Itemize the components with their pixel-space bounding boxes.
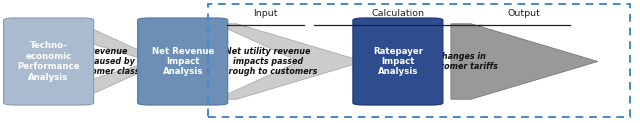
FancyBboxPatch shape [353, 18, 443, 105]
Text: Changes in
customer tariffs: Changes in customer tariffs [424, 52, 497, 71]
Polygon shape [216, 24, 364, 99]
Text: Net Revenue
Impact
Analysis: Net Revenue Impact Analysis [152, 47, 214, 76]
Text: Utility revenue
erosion caused by
each customer class: Utility revenue erosion caused by each c… [49, 47, 140, 76]
FancyBboxPatch shape [138, 18, 228, 105]
Polygon shape [451, 24, 598, 99]
Bar [208, 4, 630, 117]
Text: Calculation: Calculation [371, 9, 424, 18]
Text: Output: Output [508, 9, 541, 18]
FancyBboxPatch shape [4, 18, 93, 105]
Polygon shape [25, 24, 163, 99]
Text: Ratepayer
Impact
Analysis: Ratepayer Impact Analysis [373, 47, 423, 76]
Text: Input: Input [253, 9, 278, 18]
Text: Techno-
economic
Performance
Analysis: Techno- economic Performance Analysis [17, 41, 80, 82]
Text: Net utility revenue
impacts passed
through to customers: Net utility revenue impacts passed throu… [219, 47, 317, 76]
